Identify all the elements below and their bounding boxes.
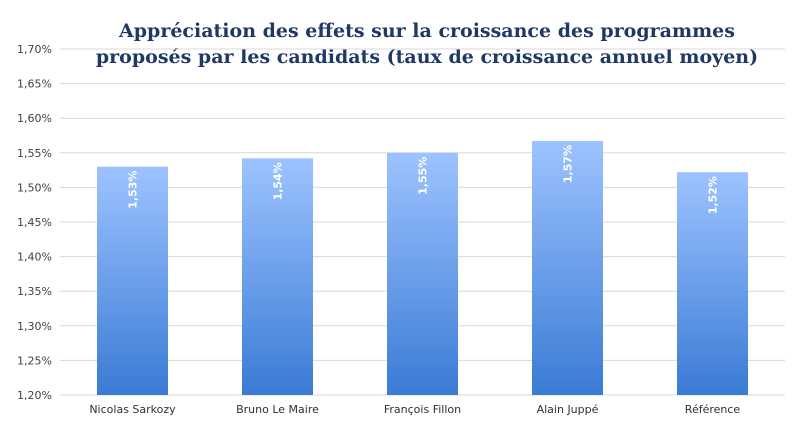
y-tick-label: 1,35% [17,285,52,298]
bar [242,158,313,395]
x-category-label: Référence [685,403,741,416]
y-tick-label: 1,60% [17,112,52,125]
data-label: 1,57% [562,145,575,183]
chart-title-line-1: Appréciation des effets sur la croissanc… [119,20,735,42]
x-category-label: Nicolas Sarkozy [89,403,176,416]
y-axis-tick-labels: 1,20% 1,25% 1,30% 1,35% 1,40% 1,45% 1,50% 1,55%… [17,43,52,402]
y-tick-label: 1,70% [17,43,52,56]
y-tick-label: 1,45% [17,216,52,229]
chart-title: Appréciation des effets sur la croissanc… [60,18,794,70]
bars: 1,53% 1,54% 1,55% 1,57% 1,52% [97,141,748,395]
data-label: 1,54% [272,162,285,200]
bar [532,141,603,395]
data-label: 1,52% [707,176,720,214]
x-category-label: François Fillon [384,403,461,416]
bar [97,166,168,395]
x-category-label: Alain Juppé [537,403,599,416]
y-tick-label: 1,30% [17,320,52,333]
bar [387,152,458,395]
data-label: 1,55% [417,157,430,195]
data-label: 1,53% [127,171,140,209]
gridlines [60,48,785,396]
chart-title-line-2: proposés par les candidats (taux de croi… [95,46,759,68]
y-tick-label: 1,50% [17,181,52,194]
x-axis-category-labels: Nicolas Sarkozy Bruno Le Maire François Fi… [89,403,740,416]
y-tick-label: 1,55% [17,147,52,160]
y-tick-label: 1,40% [17,251,52,264]
y-tick-label: 1,25% [17,354,52,367]
x-category-label: Bruno Le Maire [236,403,319,416]
y-tick-label: 1,65% [17,78,52,91]
bar [677,172,748,395]
y-tick-label: 1,20% [17,389,52,402]
